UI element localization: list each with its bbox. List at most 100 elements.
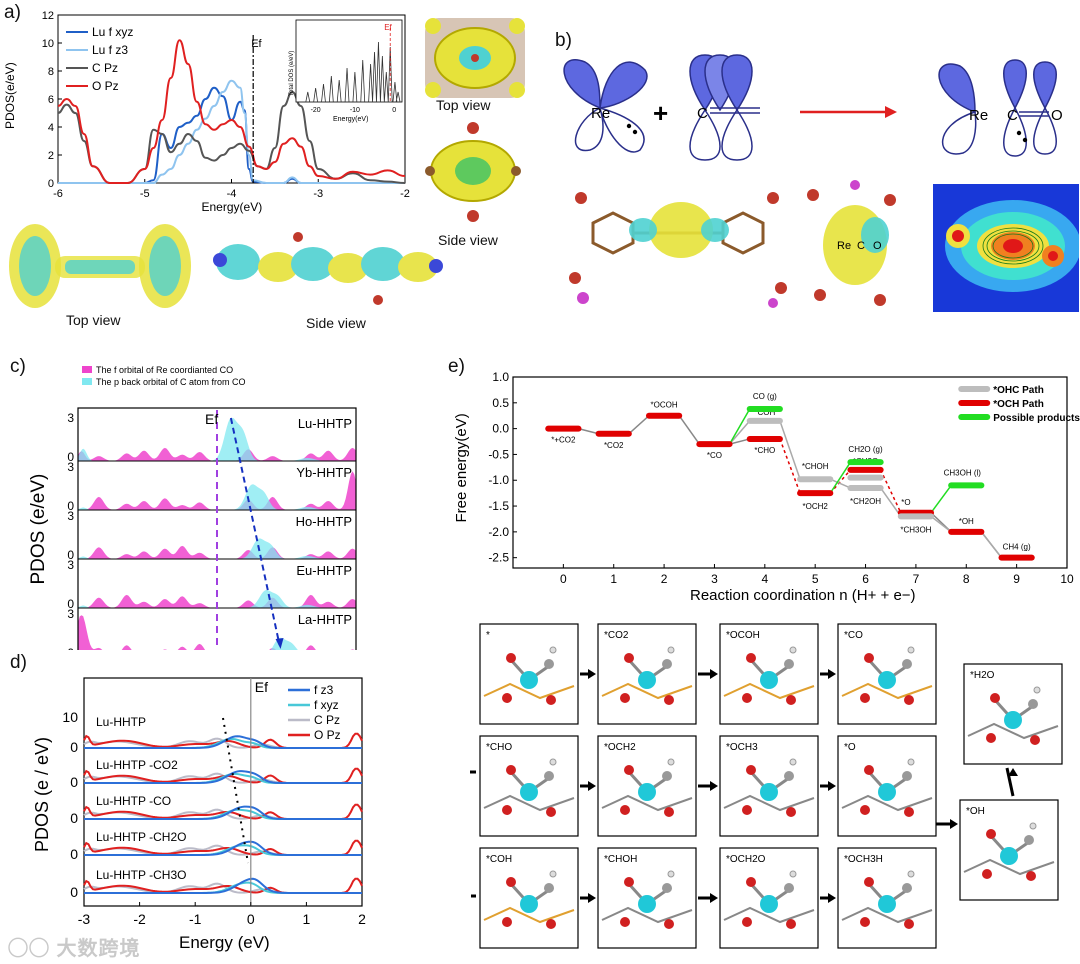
- carbon-atom: [902, 771, 912, 781]
- ohc-connector: [728, 420, 751, 445]
- legend-label-1: *OCH Path: [993, 399, 1044, 410]
- energy-level-label-1: *CO2: [604, 441, 624, 450]
- x-tick-label: 5: [812, 572, 819, 586]
- panel-b-mol-c: C: [857, 240, 865, 252]
- legend-swatch-f: [82, 366, 92, 373]
- oxygen-atom: [904, 919, 914, 929]
- structure-cell-12: *H2O: [963, 663, 1063, 765]
- y-axis-label: PDOS(e/eV): [3, 62, 17, 129]
- oxygen-atom: [742, 693, 752, 703]
- x-tick-label: 0: [560, 572, 567, 586]
- ohc-connector: [930, 515, 952, 533]
- hydrogen-atom: [1033, 686, 1041, 694]
- re-d-orbital: [563, 59, 648, 153]
- ohc-connector: [829, 478, 851, 489]
- row-label-1: Lu-HHTP -CO2: [96, 758, 178, 772]
- ohc-connector: [779, 420, 801, 480]
- energy-level-label-7: *CHOH: [802, 462, 829, 471]
- x-axis-label: Energy (eV): [179, 933, 270, 952]
- panel-b-re-co-orbital: Re C O: [807, 180, 896, 306]
- framework-bond: [963, 858, 1055, 876]
- oxygen-atom: [506, 653, 516, 663]
- metal-atom: [520, 671, 538, 689]
- y-tick-label: -1.0: [488, 473, 509, 487]
- structure-cell-10: *OCH2O: [719, 847, 819, 949]
- oxygen-atom: [990, 693, 1000, 703]
- x-tick-label: 6: [862, 572, 869, 586]
- och-connector: [879, 469, 902, 514]
- carbon-atom: [784, 659, 794, 669]
- row-label-2: Lu-HHTP -CO: [96, 794, 171, 808]
- inset-x-tick-label: -10: [350, 107, 360, 114]
- product-connector: [728, 408, 751, 445]
- x-tick-label: -4: [227, 188, 237, 200]
- watermark: ◯◯ 大数跨境: [8, 938, 141, 960]
- product-connector: [930, 484, 952, 514]
- oxygen-atom: [982, 869, 992, 879]
- arrow-to-oh-head: [950, 819, 958, 829]
- panel-b-c1: C: [697, 105, 708, 122]
- oxygen-atom: [742, 917, 752, 927]
- energy-level-label-4: *COH: [754, 408, 775, 417]
- oxygen-atom: [1026, 871, 1036, 881]
- structure-cell-4: *CHO: [479, 735, 579, 837]
- carbon-atom: [662, 659, 672, 669]
- och-connector: [729, 438, 750, 445]
- inset-ef-label: Ef: [384, 23, 392, 32]
- oxygen-atom: [746, 653, 756, 663]
- series-line-0: [58, 86, 405, 184]
- legend-label-f: The f orbital of Re coordianted CO: [96, 365, 233, 375]
- y-tick-label: 1.0: [492, 370, 509, 384]
- panel-d-label: d): [10, 652, 27, 673]
- panel-a-label: a): [4, 2, 21, 23]
- energy-level-label-5: *CHO: [754, 446, 775, 455]
- structure-label-7: *O: [844, 742, 856, 753]
- energy-level-label-13: *O: [901, 498, 910, 507]
- framework-bond: [601, 906, 693, 924]
- axes-frame: [83, 677, 363, 907]
- f-orbital-area-2: [78, 545, 356, 559]
- x-tick-label: 3: [711, 572, 718, 586]
- x-tick-label: -5: [140, 188, 150, 200]
- metal-atom: [638, 783, 656, 801]
- carbon-atom: [902, 659, 912, 669]
- structure-cell-3: *CO: [837, 623, 937, 725]
- hydrogen-atom: [907, 870, 915, 878]
- structure-cell-6: *OCH3: [719, 735, 819, 837]
- x-axis-label: Energy(eV): [202, 200, 263, 214]
- y-tick-zero-1: 0: [70, 774, 78, 790]
- x-tick-label: -2: [133, 911, 146, 927]
- y-tick-label: 4: [48, 122, 54, 134]
- panel-c-chart: The f orbital of Re coordianted CO The p …: [28, 365, 357, 650]
- structure-label-10: *OCH2O: [726, 854, 766, 865]
- structure-cell-9: *CHOH: [597, 847, 697, 949]
- och-connector: [829, 469, 852, 494]
- ohc-connector: [880, 487, 902, 517]
- framework-bond: [723, 682, 815, 700]
- y-tick-label: -1.5: [488, 499, 509, 513]
- oxygen-atom: [620, 693, 630, 703]
- oxygen-atom: [546, 919, 556, 929]
- oxygen-atom: [864, 653, 874, 663]
- och-connector: [678, 415, 700, 445]
- row-label-2: Ho-HHTP: [296, 514, 352, 529]
- ohc-connector: [980, 531, 1003, 559]
- carbon-atom: [784, 771, 794, 781]
- hydrogen-atom: [907, 758, 915, 766]
- x-tick-label: 0: [247, 911, 255, 927]
- energy-level-label-8: *OCH2: [803, 502, 829, 511]
- y-tick-label: 12: [42, 10, 54, 22]
- oxygen-atom: [502, 693, 512, 703]
- oxygen-atom: [986, 733, 996, 743]
- panel-b-re1: Re: [591, 105, 610, 122]
- structure-label-2: *OCOH: [726, 630, 760, 641]
- hydrogen-atom: [549, 758, 557, 766]
- metal-atom: [760, 671, 778, 689]
- y-tick-zero-2: 0: [67, 548, 74, 562]
- row-label-4: La-HHTP: [298, 612, 352, 627]
- oxygen-atom: [546, 695, 556, 705]
- panel-b-orbital-schematic: Re + C Re C O: [563, 54, 1063, 161]
- panel-a-top-view-bottom-label: Top view: [66, 312, 121, 328]
- oxygen-atom: [746, 877, 756, 887]
- och-connector: [578, 427, 599, 435]
